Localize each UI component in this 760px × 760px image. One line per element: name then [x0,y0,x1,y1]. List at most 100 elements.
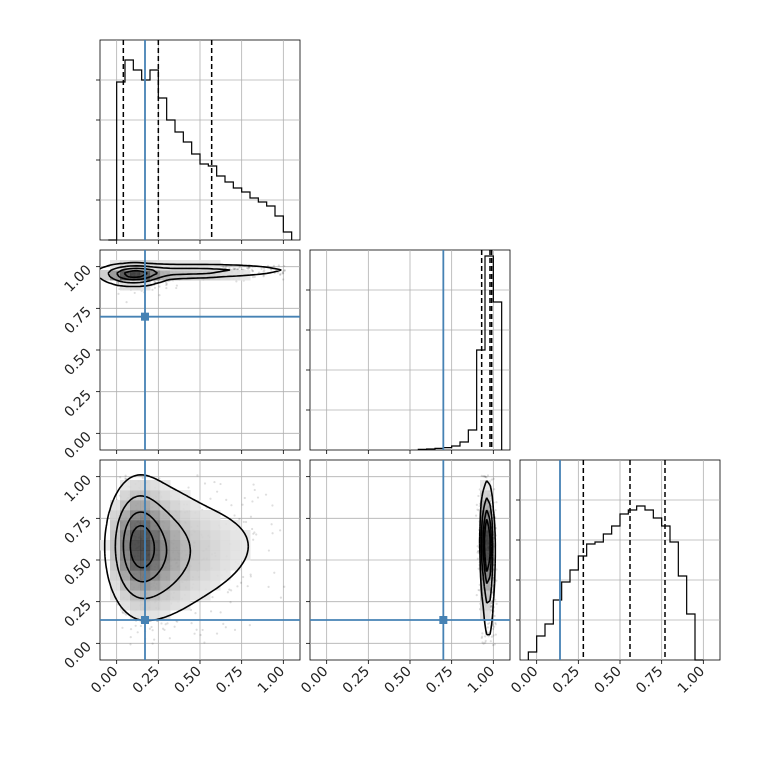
sample-point [252,532,255,535]
sample-point [230,504,233,507]
sample-point [246,585,249,588]
sample-point [483,475,486,478]
sample-point [270,523,273,526]
density-cell [120,600,131,611]
sample-point [242,520,245,524]
sample-point [165,282,168,285]
sample-point [239,581,243,584]
sample-point [493,643,496,646]
sample-point [494,509,497,512]
sample-point [247,266,251,269]
sample-point [263,269,266,272]
density-cell [160,510,171,521]
sample-point [480,474,483,477]
histogram-panel-2 [516,459,721,661]
sample-point [279,272,282,276]
density-cell [180,550,191,561]
sample-point [276,271,280,274]
sample-point [176,620,179,623]
histogram-step-0 [108,59,293,241]
density-cell [210,530,221,541]
sample-point [133,291,136,295]
density-cell [130,590,141,601]
density-cell [200,510,211,521]
sample-point [213,480,216,484]
sample-point [251,276,255,279]
density-cell [190,560,201,571]
density-cell [190,570,201,581]
sample-point [233,514,236,517]
sample-point [490,478,493,481]
density-cell [170,510,181,521]
sample-point [195,628,198,631]
density-cell [190,500,201,511]
sample-point [260,267,263,270]
sample-point [482,475,485,478]
sample-point [153,280,156,284]
density-cell [110,510,121,521]
sample-point [233,267,236,270]
density-cell [220,530,231,541]
sample-point [492,634,495,637]
density-cell [160,520,171,531]
sample-point [129,628,133,631]
density-cell [120,490,131,501]
sample-point [165,283,168,287]
sample-point [228,267,231,270]
sample-point [117,281,120,285]
sample-point [125,300,128,304]
sample-point [490,604,493,608]
sample-point [281,270,284,273]
sample-point [175,284,178,287]
sample-point [249,515,253,518]
sample-point [163,628,166,631]
sample-point [477,567,480,570]
density-cell [180,600,191,611]
density-cell [180,260,191,271]
density-cell [200,530,211,541]
density-cell [180,570,191,581]
sample-point [486,474,490,477]
sample-point [490,599,493,603]
histogram-step-2 [527,505,704,661]
sample-point [476,551,479,554]
density-cell [150,530,161,541]
density-cell [220,540,231,551]
density-cell [170,590,181,601]
sample-point [226,591,230,594]
density-cell [200,520,211,531]
sample-point [486,626,490,629]
density-cell [210,550,221,561]
sample-point [251,500,254,503]
contour-line [480,497,494,604]
density-cell [180,510,191,521]
sample-point [273,571,276,574]
density-panel-0-1 [99,249,301,451]
density-cell [110,270,121,281]
sample-point [238,266,241,269]
density-cell [230,560,241,571]
sample-point [249,573,252,576]
sample-point [484,641,487,644]
density-cell [220,520,231,531]
density-cell [160,590,171,601]
density-cell [190,520,201,531]
density-cell [200,550,211,561]
density-cell [130,270,141,281]
sample-point [166,622,169,625]
sample-point [476,508,479,511]
density-cell [200,570,211,581]
sample-point [203,641,206,644]
density-cell [180,560,191,571]
sample-point [241,503,244,506]
sample-point [272,264,276,267]
sample-point [203,482,207,485]
sample-point [117,292,120,295]
sample-point [123,612,126,615]
density-cell [130,510,141,521]
sample-point [283,264,286,268]
sample-point [193,632,196,635]
sample-point [486,631,489,634]
sample-point [482,642,485,645]
sample-point [243,496,246,500]
